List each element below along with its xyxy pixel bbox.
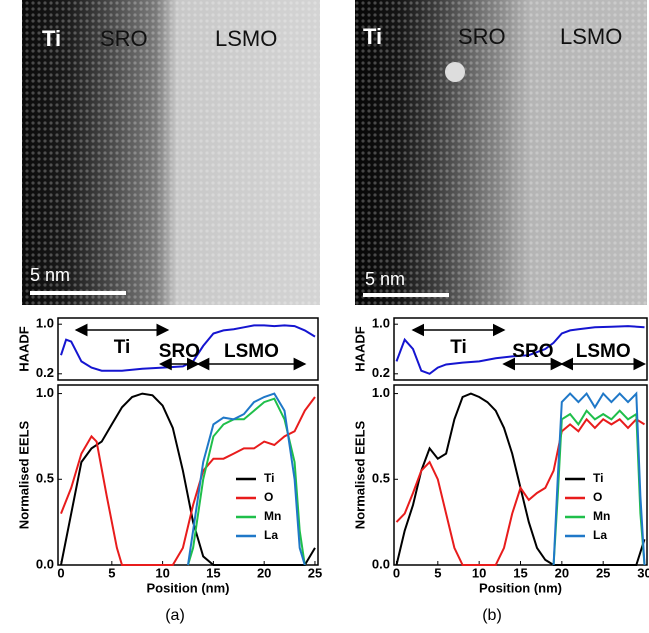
plot-frame <box>57 384 319 566</box>
series-line <box>60 392 316 566</box>
image-label: SRO <box>458 24 506 49</box>
scale-bar <box>363 293 449 297</box>
y-tick-label: 1.0 <box>36 385 54 400</box>
region-label: LSMO <box>224 341 279 362</box>
y-tick-label: 0.2 <box>36 365 54 380</box>
region-label: Ti <box>114 337 131 358</box>
panel-caption: (a) <box>165 607 185 624</box>
y-axis-label: HAADF <box>352 326 367 372</box>
plot-frame <box>393 317 648 381</box>
legend-label: O <box>264 490 273 504</box>
legend-label: La <box>593 528 607 542</box>
plot-frame <box>57 317 319 381</box>
scale-bar-label: 5 nm <box>365 269 405 289</box>
y-axis-label: Normalised EELS <box>352 420 367 529</box>
x-tick-label: 20 <box>257 565 271 580</box>
x-tick-label: 10 <box>155 565 169 580</box>
panel-caption: (b) <box>482 607 502 624</box>
y-tick-label: 0.5 <box>372 471 390 486</box>
legend-label: La <box>264 528 278 542</box>
image-label: Ti <box>363 24 382 49</box>
legend-label: O <box>593 490 602 504</box>
region-label: SRO <box>159 341 200 362</box>
y-axis-label: HAADF <box>16 326 31 372</box>
legend-label: Mn <box>264 509 281 523</box>
legend-label: Ti <box>593 471 603 485</box>
y-tick-label: 1.0 <box>372 316 390 331</box>
series-line <box>552 409 646 566</box>
plot-frame <box>393 384 648 566</box>
scale-bar-label: 5 nm <box>30 265 70 285</box>
image-label: LSMO <box>215 26 277 51</box>
series-line <box>552 391 646 566</box>
x-tick-label: 0 <box>393 565 400 580</box>
y-tick-label: 0.0 <box>372 556 390 571</box>
x-tick-label: 30 <box>637 565 649 580</box>
series-line <box>395 325 645 375</box>
image-a: Ti SRO LSMO 5 nm <box>22 0 320 305</box>
y-tick-label: 0.0 <box>36 556 54 571</box>
series-line <box>395 392 646 566</box>
y-tick-label: 0.5 <box>36 471 54 486</box>
series-line <box>187 392 306 566</box>
x-tick-label: 0 <box>57 565 64 580</box>
series-line <box>60 324 316 372</box>
y-tick-label: 1.0 <box>36 316 54 331</box>
x-tick-label: 25 <box>308 565 322 580</box>
x-tick-label: 15 <box>206 565 220 580</box>
lattice <box>355 0 647 305</box>
x-axis-label: Position (nm) <box>146 580 229 595</box>
y-tick-label: 1.0 <box>372 385 390 400</box>
x-tick-label: 15 <box>513 565 527 580</box>
image-b: Ti SRO LSMO 5 nm <box>355 0 647 305</box>
y-tick-label: 0.2 <box>372 365 390 380</box>
region-label: LSMO <box>576 341 631 362</box>
x-tick-label: 20 <box>555 565 569 580</box>
y-axis-label: Normalised EELS <box>16 420 31 529</box>
series-line <box>187 397 306 566</box>
region-label: SRO <box>512 341 553 362</box>
x-tick-label: 5 <box>434 565 441 580</box>
image-label: SRO <box>100 26 148 51</box>
series-line <box>60 396 316 566</box>
x-tick-label: 25 <box>596 565 610 580</box>
x-tick-label: 10 <box>472 565 486 580</box>
image-label: LSMO <box>560 24 622 49</box>
legend-label: Ti <box>264 471 274 485</box>
lattice <box>22 0 320 305</box>
region-label: Ti <box>450 337 467 358</box>
image-label: Ti <box>42 26 61 51</box>
scale-bar <box>30 291 126 295</box>
x-axis-label: Position (nm) <box>479 580 562 595</box>
series-line <box>395 417 646 566</box>
bright-spot <box>445 62 465 82</box>
x-tick-label: 5 <box>108 565 115 580</box>
legend-label: Mn <box>593 509 610 523</box>
